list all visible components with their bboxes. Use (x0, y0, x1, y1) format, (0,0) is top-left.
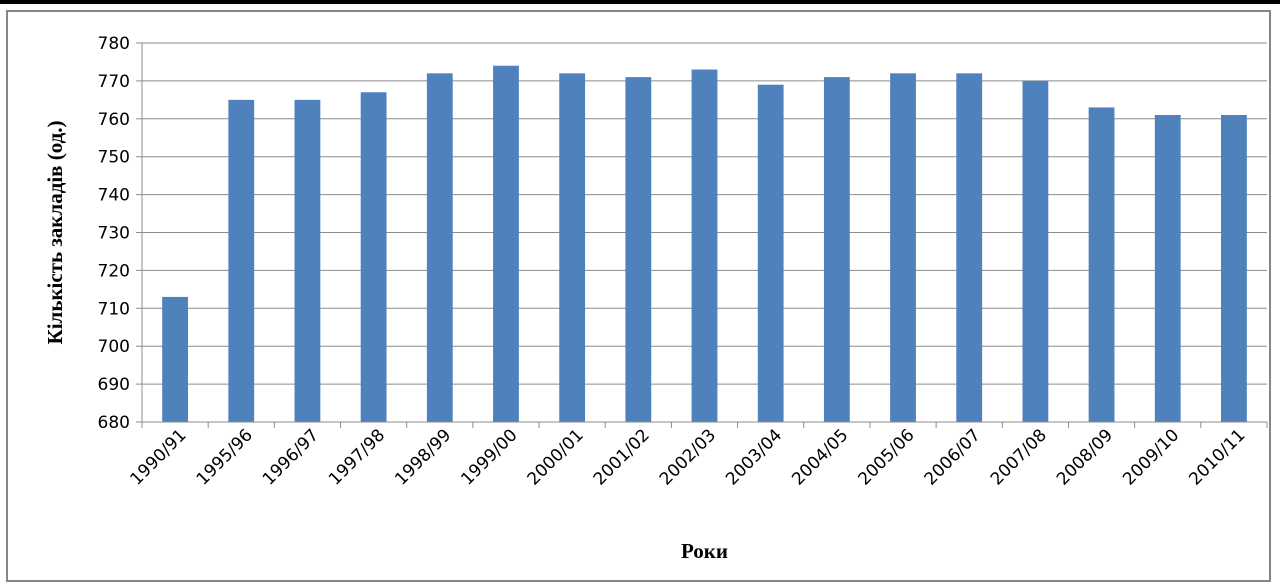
x-tick-label: 1990/91 (127, 425, 191, 489)
x-tick-label: 2009/10 (1119, 425, 1183, 489)
x-tick-label: 2007/08 (987, 425, 1051, 489)
x-axis-title: Роки (681, 539, 728, 563)
bar-1999-00 (493, 65, 519, 423)
y-tick-label: 680 (98, 413, 130, 433)
bar-2002-03 (691, 69, 718, 422)
x-tick-label: 1998/99 (391, 425, 455, 489)
y-tick-label: 720 (98, 261, 130, 281)
x-tick-label: 2003/04 (722, 425, 786, 489)
y-tick-label: 740 (98, 186, 130, 206)
y-axis-title: Кількість закладів (од.) (43, 120, 67, 344)
x-tick-label: 1999/00 (457, 425, 521, 489)
bar-2010-11 (1221, 115, 1247, 422)
x-tick-label: 2004/05 (788, 425, 852, 489)
bar-2008-09 (1088, 107, 1115, 423)
x-tick-label: 2006/07 (921, 425, 985, 489)
bar-1990-91 (162, 296, 188, 422)
bar-2004-05 (823, 77, 850, 423)
bar-2006-07 (956, 73, 983, 422)
y-tick-label: 710 (98, 299, 130, 319)
x-tick-label: 2008/09 (1053, 425, 1117, 489)
bar-1997-98 (360, 92, 387, 423)
x-tick-label: 1995/96 (193, 425, 257, 489)
bars (162, 65, 1247, 423)
bar-2005-06 (890, 73, 916, 422)
y-tick-label: 770 (98, 72, 130, 92)
top-border-line (0, 0, 1280, 4)
bar-2009-10 (1154, 115, 1181, 422)
x-tick-labels: 1990/91 1995/96 1996/97 1997/98 1998/99 1999/… (127, 425, 1250, 489)
bar-2001-02 (625, 77, 652, 423)
y-tick-label: 690 (98, 375, 130, 395)
bar-2003-04 (757, 84, 784, 422)
y-tick-label: 730 (98, 224, 130, 244)
x-tick-label: 2005/06 (854, 425, 918, 489)
x-tick-label: 2002/03 (656, 425, 720, 489)
y-tick-label: 760 (98, 110, 130, 130)
bar-2000-01 (559, 73, 586, 422)
x-tick-label: 2010/11 (1185, 425, 1249, 489)
bar-2007-08 (1022, 80, 1049, 423)
bar-1996-97 (294, 99, 321, 422)
y-tick-label: 780 (98, 34, 130, 54)
y-tick-label: 750 (98, 148, 130, 168)
x-tick-label: 2000/01 (524, 425, 588, 489)
bar-1998-99 (426, 73, 453, 422)
x-tick-label: 1997/98 (325, 425, 389, 489)
y-tick-label: 700 (98, 337, 130, 357)
bar-1995-96 (228, 99, 255, 422)
axes (141, 43, 1268, 428)
y-tick-labels: 680 690 700 710 720 730 740 750 760 770 780 (98, 34, 130, 433)
x-tick-label: 1996/97 (259, 425, 323, 489)
x-tick-label: 2001/02 (590, 425, 654, 489)
